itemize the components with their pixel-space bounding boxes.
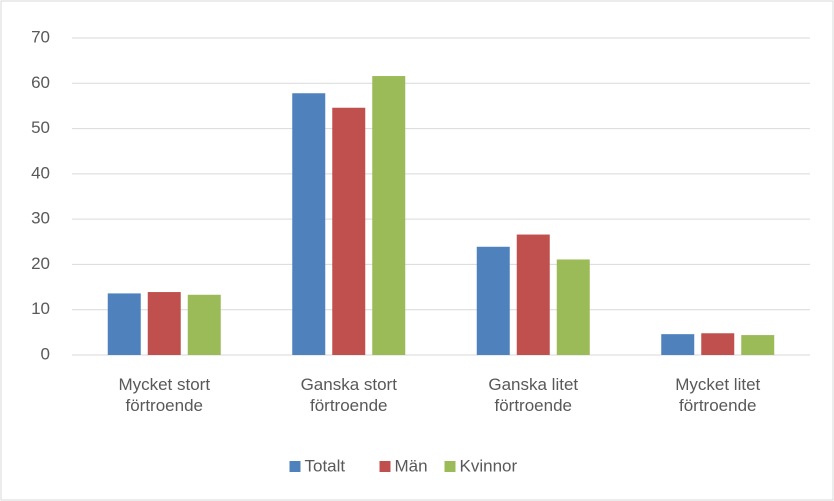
y-tick-label: 70 [31, 27, 50, 46]
legend-label: Totalt [305, 456, 346, 475]
x-tick-label: Mycket litet förtroende [675, 375, 761, 415]
bar [372, 76, 406, 355]
legend-swatch [379, 461, 391, 472]
y-tick-label: 0 [41, 344, 50, 363]
bar [107, 293, 141, 355]
bar [556, 259, 590, 355]
bar [332, 107, 366, 356]
bar [661, 334, 695, 355]
bar [292, 93, 326, 356]
legend-label: Kvinnor [460, 456, 518, 475]
x-tick-label: Ganska litet förtroende [488, 375, 579, 415]
y-tick-label: 10 [31, 299, 50, 318]
x-tick-label: Ganska stort förtroende [300, 375, 397, 415]
legend-swatch [444, 461, 456, 472]
bar [476, 246, 510, 355]
x-tick-label: Mycket stort förtroende [118, 375, 211, 415]
y-tick-label: 60 [31, 73, 50, 92]
bar [147, 292, 181, 355]
legend-label: Män [395, 456, 428, 475]
bar [187, 294, 221, 355]
bar [741, 335, 775, 355]
y-tick-label: 30 [31, 209, 50, 228]
bar [516, 234, 550, 355]
y-tick-label: 50 [31, 118, 50, 137]
legend-swatch [289, 461, 301, 472]
y-tick-label: 40 [31, 163, 50, 182]
bar [701, 333, 735, 355]
y-tick-label: 20 [31, 254, 50, 273]
